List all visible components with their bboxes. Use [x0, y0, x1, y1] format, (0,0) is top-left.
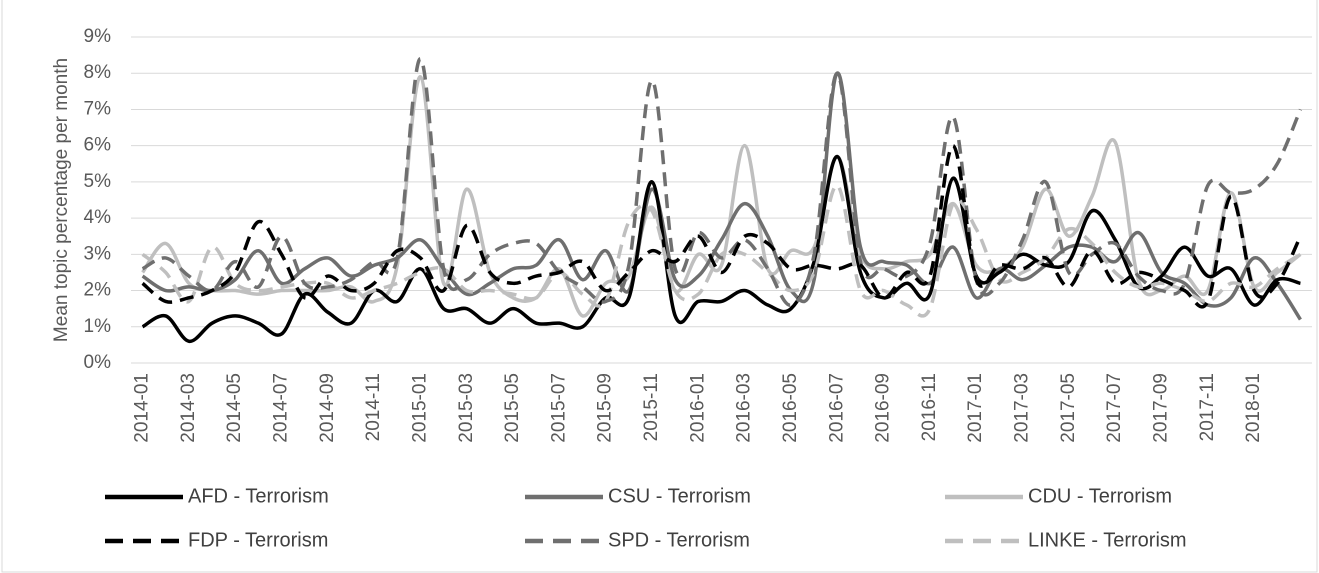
y-tick-label: 5% [84, 171, 112, 192]
legend-label: FDP - Terrorism [188, 529, 328, 551]
series-line [141, 183, 1302, 318]
x-tick-label: 2016-05 [780, 373, 801, 443]
x-tick-label: 2017-07 [1104, 373, 1125, 443]
x-tick-label: 2014-11 [363, 373, 384, 441]
y-tick-label: 6% [84, 135, 112, 156]
series-line [141, 154, 1301, 344]
x-tick-label: 2015-03 [456, 373, 477, 443]
legend-label: CDU - Terrorism [1028, 485, 1172, 507]
y-tick-label: 1% [84, 316, 112, 337]
x-tick-label: 2017-01 [965, 373, 986, 443]
x-tick-label: 2014-01 [132, 373, 153, 443]
legend-label: AFD - Terrorism [188, 485, 329, 507]
x-tick-label: 2014-09 [317, 373, 338, 443]
y-tick-label: 3% [84, 243, 112, 264]
x-tick-label: 2017-03 [1012, 373, 1033, 443]
series-line [141, 56, 1303, 307]
y-tick-label: 8% [84, 62, 112, 83]
y-tick-label: 9% [84, 26, 112, 47]
x-tick-label: 2018-01 [1243, 373, 1264, 443]
y-tick-label: 7% [84, 98, 112, 119]
x-tick-label: 2015-09 [595, 373, 616, 443]
x-tick-label: 2014-05 [224, 373, 245, 443]
x-tick-label: 2016-09 [873, 373, 894, 443]
series-line [141, 75, 1302, 318]
legend-label: CSU - Terrorism [608, 485, 751, 507]
x-tick-label: 2015-11 [641, 373, 662, 441]
x-tick-label: 2017-05 [1058, 373, 1079, 443]
x-tick-label: 2016-07 [826, 373, 847, 443]
legend-label: SPD - Terrorism [608, 529, 750, 551]
x-tick-label: 2014-03 [178, 373, 199, 443]
x-tick-label: 2016-11 [919, 373, 940, 441]
x-tick-label: 2015-05 [502, 373, 523, 443]
x-tick-label: 2017-11 [1197, 373, 1218, 441]
y-tick-label: 2% [84, 280, 112, 301]
x-tick-label: 2015-07 [548, 373, 569, 443]
x-tick-label: 2017-09 [1150, 373, 1171, 443]
x-tick-label: 2016-03 [734, 373, 755, 443]
x-tick-label: 2016-01 [687, 373, 708, 443]
series-line [141, 143, 1302, 309]
x-tick-label: 2015-01 [409, 373, 430, 443]
y-axis-label: Mean topic percentage per month [51, 58, 72, 342]
x-tick-label: 2014-07 [271, 373, 292, 443]
legend-label: LINKE - Terrorism [1028, 529, 1187, 551]
y-tick-label: 4% [84, 207, 112, 228]
y-tick-label: 0% [84, 352, 112, 373]
